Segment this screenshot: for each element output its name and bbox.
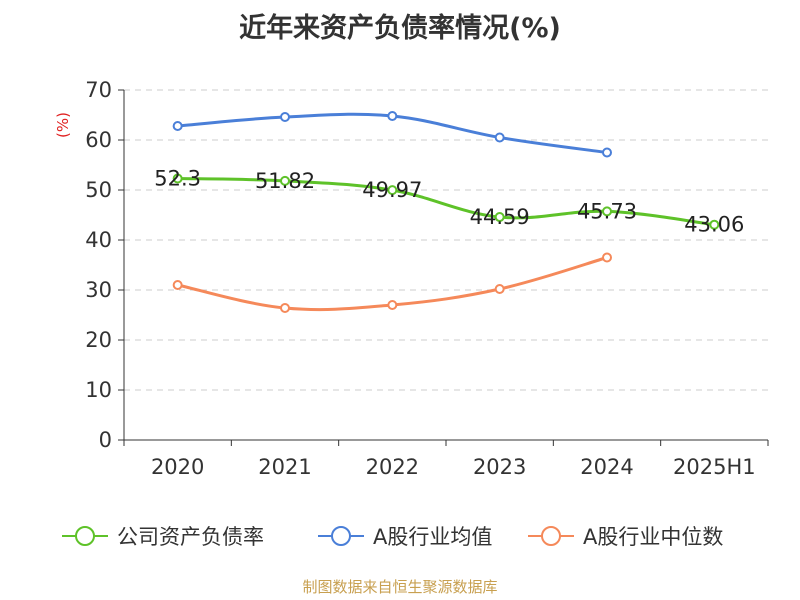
data-label: 45.73 [577, 199, 637, 223]
data-point [387, 185, 398, 196]
data-point [387, 300, 398, 310]
axes: 0 10 20 30 40 50 60 70 (%) 2020 2021 2022 2023 2024 20… [54, 78, 769, 479]
x-tick-label: 2024 [580, 455, 633, 479]
legend-label: A股行业中位数 [583, 525, 723, 549]
data-point [602, 252, 612, 263]
data-point [172, 121, 183, 131]
source-note: 制图数据来自恒生聚源数据库 [302, 578, 498, 596]
series-lines [172, 111, 720, 313]
data-point [387, 111, 398, 121]
legend-swatch-marker [541, 526, 561, 546]
y-tick-label: 60 [85, 128, 112, 152]
y-tick-label: 30 [85, 278, 112, 302]
x-tick-label: 2020 [151, 455, 204, 479]
data-point [280, 112, 290, 122]
data-label: 43.06 [684, 213, 744, 237]
legend-item: A股行业均值 [318, 525, 492, 549]
y-tick-label: 70 [85, 78, 112, 102]
data-point [602, 206, 612, 217]
data-point [494, 132, 505, 143]
data-labels: 52.3 51.82 49.97 44.59 45.73 43.06 [154, 167, 744, 237]
data-label: 51.82 [255, 169, 315, 193]
data-label: 44.59 [470, 205, 530, 229]
data-point [280, 303, 290, 313]
legend-swatch-marker [75, 526, 95, 546]
y-axis-label: (%) [54, 112, 72, 138]
data-point [494, 284, 505, 294]
y-tick-label: 50 [85, 178, 112, 202]
data-label: 49.97 [362, 178, 422, 202]
x-tick-label: 2025H1 [673, 455, 756, 479]
x-tick-label: 2022 [366, 455, 419, 479]
data-point [602, 147, 612, 158]
y-tick-label: 40 [85, 228, 112, 252]
x-tick-label: 2021 [258, 455, 311, 479]
x-tick-label: 2023 [473, 455, 526, 479]
grid-lines [124, 89, 768, 391]
chart-title: 近年来资产负债率情况(%) [239, 13, 561, 44]
legend-label: A股行业均值 [373, 525, 492, 549]
data-point [709, 219, 720, 230]
legend: 公司资产负债率 A股行业均值 A股行业中位数 [62, 525, 723, 549]
data-point [494, 212, 505, 223]
data-label: 52.3 [154, 167, 201, 191]
legend-item: 公司资产负债率 [62, 525, 264, 549]
y-tick-label: 20 [85, 328, 112, 352]
legend-label: 公司资产负债率 [117, 525, 264, 549]
legend-swatch-marker [331, 526, 351, 546]
data-point [280, 175, 290, 186]
data-point [172, 280, 183, 290]
series-line [177, 177, 715, 227]
y-tick-label: 10 [85, 378, 112, 402]
legend-item: A股行业中位数 [528, 525, 723, 549]
y-tick-label: 0 [99, 428, 112, 452]
data-point [172, 173, 183, 184]
